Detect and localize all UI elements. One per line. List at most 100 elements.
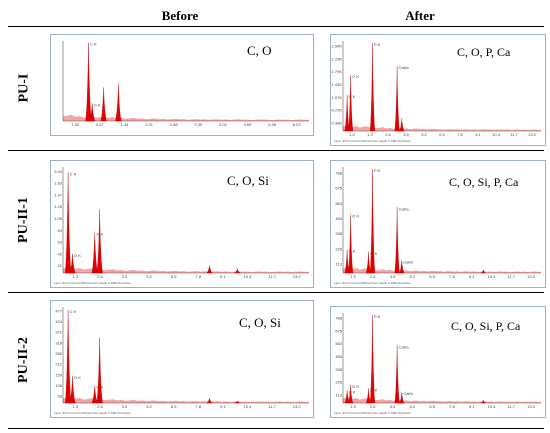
- x-tick-label: 1.3: [73, 274, 79, 279]
- y-tick-label: 1.83: [54, 181, 63, 186]
- x-tick-label: 1.3: [350, 404, 356, 409]
- peak-label: O K: [352, 214, 359, 219]
- x-tick-label: 3.9: [122, 274, 128, 279]
- x-tick-label: 1.3: [367, 132, 373, 137]
- spectrum-peak: [394, 66, 400, 132]
- element-list: C, O, Si, P, Ca: [451, 319, 521, 333]
- spectrum-peak: [480, 269, 486, 274]
- spectrum-peak: [399, 118, 405, 132]
- x-tick-label: 11.7: [508, 404, 516, 409]
- spectrum-panel: 788 675 563 450 338 225 113 1.3 2.6 3.9 5.2 6.5 7.8 9…: [330, 160, 546, 288]
- x-tick-label: 5.2: [410, 274, 416, 279]
- y-tick-label: 113: [336, 393, 343, 398]
- y-tick-label: 0.36K: [332, 121, 343, 126]
- y-tick-label: 53: [58, 394, 63, 399]
- peak-label: CaKa: [399, 206, 410, 211]
- x-tick-label: 13.0: [527, 404, 536, 409]
- spectrum-peak: [348, 384, 354, 404]
- spectrum-panel: 2.50K 2.15K 1.79K 1.43K 1.07K 0.72K 0.36K 1.0 1.…: [330, 34, 546, 146]
- y-tick-label: 450: [335, 354, 342, 359]
- peak-label: P K: [374, 42, 381, 47]
- x-tick-label: 13.0: [528, 132, 537, 137]
- peak-label: C K: [70, 309, 77, 314]
- spectrum-peak: [65, 172, 72, 274]
- x-tick-label: 9.1: [475, 132, 481, 137]
- x-tick-label: 3.35: [194, 122, 203, 127]
- y-tick-label: 225: [335, 246, 342, 251]
- x-tick-label: 5.2: [410, 404, 416, 409]
- x-tick-label: 1.3: [350, 274, 356, 279]
- y-tick-label: 371: [55, 330, 62, 335]
- x-tick-label: 5.2: [146, 274, 152, 279]
- peak-label: O K: [74, 253, 81, 258]
- x-tick-label: 6.5: [439, 132, 445, 137]
- spectrum-peak: [394, 207, 400, 274]
- element-list: C, O, Si: [227, 173, 269, 188]
- x-tick-label: 2.6: [97, 404, 103, 409]
- spectrum-footer: Lsec: 50.0 0 Cnts 0.000 keV Det: Apollo …: [334, 281, 411, 285]
- x-tick-label: 3.9: [403, 132, 409, 137]
- x-tick-label: 6.5: [171, 274, 177, 279]
- y-tick-label: 42: [58, 251, 63, 256]
- spectrum-peak: [100, 87, 107, 122]
- header-after: After: [405, 8, 435, 23]
- x-tick-label: 10.4: [488, 404, 497, 409]
- spectrum-peak: [206, 265, 213, 274]
- x-tick-label: 1.34: [121, 122, 130, 127]
- y-tick-label: 788: [335, 171, 342, 176]
- y-tick-label: 265: [55, 351, 62, 356]
- x-tick-label: 11.7: [268, 404, 276, 409]
- y-tick-label: 0.72K: [332, 108, 343, 113]
- table-rule-row2: [8, 292, 544, 293]
- x-tick-label: 6.5: [429, 274, 435, 279]
- x-tick-label: 10.4: [488, 274, 497, 279]
- spectrum-panel: 1.00 0.67 1.34 2.01 2.68 3.35 4.02 4.69 5.36 6.03…: [50, 34, 314, 136]
- spectrum-peak: [65, 309, 72, 404]
- spectrum-peak: [85, 42, 92, 122]
- row-label-pu-ii-2: PU-II-2: [16, 337, 32, 383]
- y-tick-label: 1.43K: [332, 82, 343, 87]
- peak-label: O K: [352, 384, 359, 389]
- background-continuum: [63, 114, 309, 121]
- y-tick-label: 675: [335, 328, 342, 333]
- x-tick-label: 2.6: [370, 404, 376, 409]
- peak-label: CaKb: [403, 259, 414, 264]
- peak-label: CaKb: [403, 391, 414, 396]
- y-tick-label: 2.04: [54, 169, 63, 174]
- x-tick-label: 2.68: [170, 122, 179, 127]
- x-tick-label: 13.0: [293, 404, 302, 409]
- x-tick-label: 13.0: [293, 274, 302, 279]
- x-tick-label: 7.8: [196, 404, 202, 409]
- y-tick-label: 21: [58, 263, 63, 268]
- spectrum-footer: Lsec: 40.0 0 Cnts 0.000 keV Det: Apollo …: [334, 411, 411, 415]
- spectrum-plot: 788 675 563 450 338 225 113 1.3 2.6 3.9 5.2 6.5 7.8 9…: [335, 167, 541, 279]
- x-tick-label: 11.7: [508, 274, 516, 279]
- y-tick-label: 788: [335, 315, 342, 320]
- spectrum-footer: Lsec: 40.0 0 Cnts 0.000 keV Det: Apollo …: [334, 139, 411, 143]
- spectrum-panel: 477 424 371 318 265 212 159 106 53 1.3 2.6 3.9 5.2 6.…: [50, 300, 314, 418]
- spectrum-panel: 788 675 563 450 338 225 113 1.3 2.6 3.9 5.2 6.5 7.8 9…: [330, 306, 546, 418]
- spectrum-peak: [348, 75, 354, 132]
- y-tick-label: 212: [55, 362, 62, 367]
- peak-label: C K: [349, 389, 356, 394]
- spectrum-peak: [88, 103, 96, 122]
- x-tick-label: 10.4: [244, 274, 253, 279]
- peak-label: C K: [90, 42, 97, 47]
- x-tick-label: 3.9: [390, 274, 396, 279]
- y-tick-label: 477: [55, 308, 62, 313]
- x-tick-label: 2.6: [385, 132, 391, 137]
- spectrum-peak: [394, 345, 400, 404]
- spectrum-footer: Lsec: 50.0 0 Cnts 0.000 keV Det: Apollo …: [54, 281, 131, 285]
- y-tick-label: 338: [335, 231, 342, 236]
- y-tick-label: 225: [335, 380, 342, 385]
- x-tick-label: 2.6: [370, 274, 376, 279]
- y-tick-label: 1.07K: [332, 95, 343, 100]
- element-list: C, O, Si, P, Ca: [449, 175, 519, 189]
- y-tick-label: 338: [335, 367, 342, 372]
- y-tick-label: 675: [335, 186, 342, 191]
- peak-label: C K: [70, 171, 77, 176]
- spectrum-peak: [399, 260, 405, 274]
- x-tick-label: 5.36: [268, 122, 277, 127]
- y-tick-label: 424: [55, 319, 62, 324]
- y-tick-label: 1.79K: [332, 69, 343, 74]
